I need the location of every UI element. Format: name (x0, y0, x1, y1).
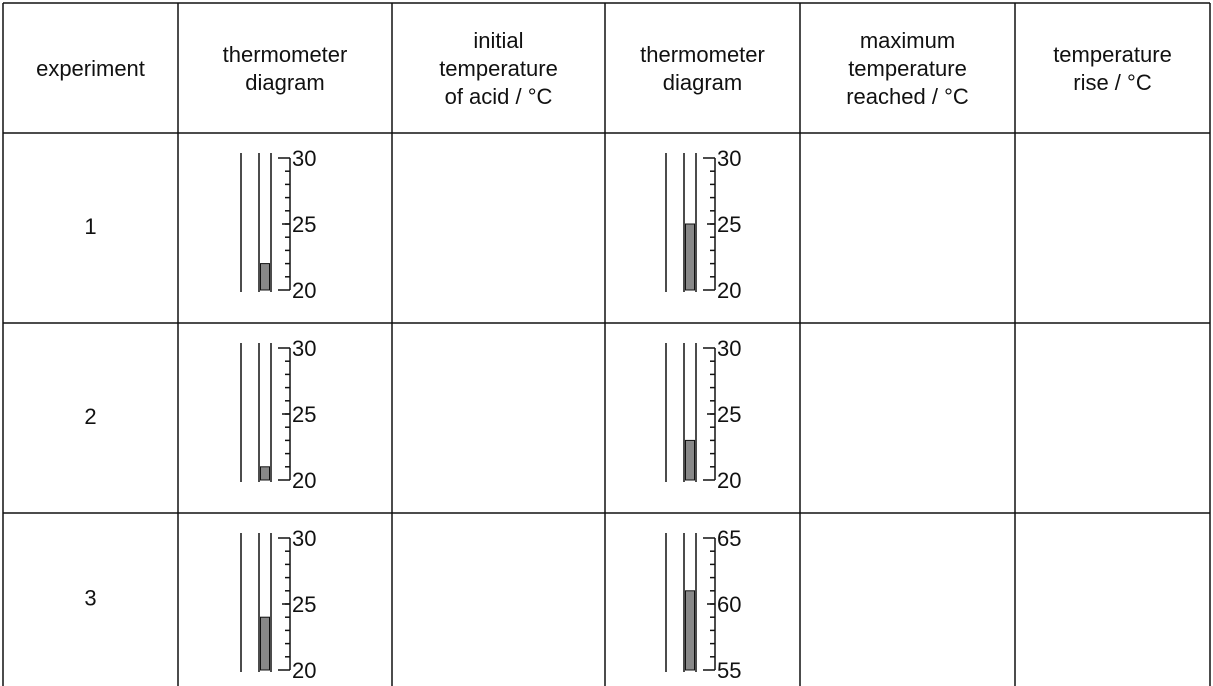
scale-label: 30 (292, 146, 316, 171)
scale-label: 25 (717, 402, 741, 427)
experiment-number: 3 (84, 585, 96, 610)
scale-label: 60 (717, 592, 741, 617)
header-text: initial (473, 28, 523, 53)
scale-label: 30 (292, 526, 316, 551)
scale-label: 30 (717, 336, 741, 361)
scale-label: 20 (717, 278, 741, 303)
mercury-column (261, 264, 270, 290)
mercury-column (686, 440, 695, 480)
header-text: of acid / °C (445, 84, 553, 109)
header-text: temperature (848, 56, 967, 81)
scale-label: 55 (717, 658, 741, 683)
results-table: experiment thermometer diagram initial tempe… (0, 0, 1213, 686)
scale-label: 20 (292, 278, 316, 303)
mercury-column (686, 591, 695, 670)
experiment-number: 2 (84, 404, 96, 429)
header-text: maximum (860, 28, 955, 53)
scale-label: 65 (717, 526, 741, 551)
scale-label: 20 (292, 658, 316, 683)
scale-label: 30 (292, 336, 316, 361)
experiment-number: 1 (84, 214, 96, 239)
scale-label: 25 (292, 592, 316, 617)
header-text: thermometer (640, 42, 765, 67)
header-text: temperature (1053, 42, 1172, 67)
scale-label: 25 (292, 212, 316, 237)
mercury-column (686, 224, 695, 290)
header-text: thermometer (223, 42, 348, 67)
header-text: reached / °C (846, 84, 969, 109)
scale-label: 25 (292, 402, 316, 427)
scale-label: 25 (717, 212, 741, 237)
scale-label: 30 (717, 146, 741, 171)
mercury-column (261, 467, 270, 480)
header-text: diagram (663, 70, 742, 95)
header-text: rise / °C (1073, 70, 1152, 95)
scale-label: 20 (717, 468, 741, 493)
header-text: diagram (245, 70, 324, 95)
header-text: temperature (439, 56, 558, 81)
mercury-column (261, 617, 270, 670)
header-text: experiment (36, 56, 145, 81)
scale-label: 20 (292, 468, 316, 493)
